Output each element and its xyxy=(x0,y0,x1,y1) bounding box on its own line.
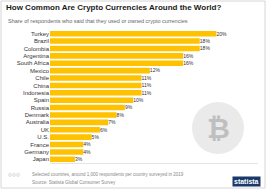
svg-text:Share of respondents who said: Share of respondents who said that they … xyxy=(8,18,188,24)
svg-text:Mexico: Mexico xyxy=(30,68,50,74)
svg-text:7%: 7% xyxy=(108,119,116,125)
svg-text:4%: 4% xyxy=(83,141,91,147)
svg-text:5%: 5% xyxy=(92,134,100,140)
svg-text:18%: 18% xyxy=(200,45,211,51)
svg-text:16%: 16% xyxy=(183,60,194,66)
svg-text:11%: 11% xyxy=(142,75,152,81)
svg-text:Chile: Chile xyxy=(35,75,49,81)
svg-text:Spain: Spain xyxy=(34,97,49,103)
svg-text:11%: 11% xyxy=(142,82,152,88)
svg-text:Brazil: Brazil xyxy=(34,38,49,44)
svg-text:Germany: Germany xyxy=(24,149,49,155)
svg-text:Indonesia: Indonesia xyxy=(23,90,50,96)
svg-text:Russia: Russia xyxy=(31,105,50,111)
svg-text:6%: 6% xyxy=(100,127,108,133)
svg-text:France: France xyxy=(30,142,49,148)
svg-text:8%: 8% xyxy=(117,112,125,118)
svg-text:South Africa: South Africa xyxy=(17,60,50,66)
svg-text:How Common Are Crypto Currenci: How Common Are Crypto Currencies Around … xyxy=(6,3,221,12)
svg-text:statista: statista xyxy=(234,178,259,185)
svg-text:3%: 3% xyxy=(75,156,83,162)
svg-text:Australia: Australia xyxy=(26,119,50,125)
svg-text:ⒸⒸⒸ: ⒸⒸⒸ xyxy=(8,172,20,177)
svg-text:9%: 9% xyxy=(125,104,133,110)
svg-text:UK: UK xyxy=(41,127,49,133)
svg-text:Colombia: Colombia xyxy=(24,46,50,52)
svg-text:4%: 4% xyxy=(83,149,91,155)
svg-text:12%: 12% xyxy=(150,67,161,73)
svg-text:U.S.: U.S. xyxy=(37,134,49,140)
svg-text:₿: ₿ xyxy=(207,112,230,145)
svg-text:Japan: Japan xyxy=(33,156,49,162)
svg-text:16%: 16% xyxy=(183,53,194,59)
svg-text:10%: 10% xyxy=(133,97,144,103)
svg-text:Turkey: Turkey xyxy=(31,31,49,37)
svg-text:Selected countries, around 1,0: Selected countries, around 1,000 respond… xyxy=(32,172,184,177)
svg-text:20%: 20% xyxy=(216,31,227,37)
svg-text:Source: Statista Global Consum: Source: Statista Global Consumer Survey xyxy=(32,180,116,185)
svg-text:China: China xyxy=(33,83,49,89)
svg-text:11%: 11% xyxy=(142,90,152,96)
svg-text:Denmark: Denmark xyxy=(25,112,50,118)
svg-text:18%: 18% xyxy=(200,38,211,44)
svg-text:Argentina: Argentina xyxy=(23,53,49,59)
